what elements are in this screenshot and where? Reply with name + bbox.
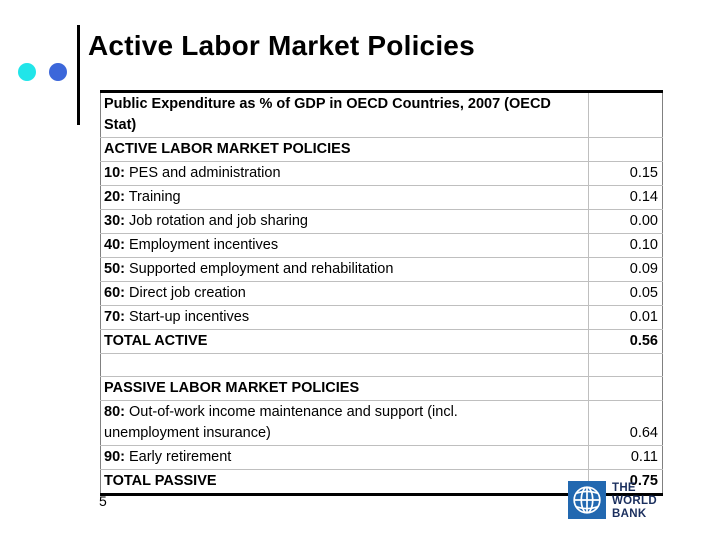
- row-value: 0.05: [588, 281, 663, 306]
- title-rule: [77, 25, 80, 125]
- row-value: 0.56: [588, 329, 663, 354]
- row-label-prefix: 40:: [104, 237, 125, 253]
- bullet-cyan-icon: [18, 63, 36, 81]
- row-value: 0.09: [588, 257, 663, 282]
- table-row: 60: Direct job creation 0.05: [100, 281, 663, 306]
- row-label: ACTIVE LABOR MARKET POLICIES: [100, 137, 589, 162]
- page-number: 5: [99, 493, 107, 509]
- bullet-blue-icon: [49, 63, 67, 81]
- table-row: 40: Employment incentives 0.10: [100, 233, 663, 258]
- row-label: TOTAL PASSIVE: [100, 469, 589, 495]
- table-row: 30: Job rotation and job sharing 0.00: [100, 209, 663, 234]
- row-value: 0.11: [588, 445, 663, 470]
- row-label-prefix: 20:: [104, 189, 125, 205]
- row-value: 0.15: [588, 161, 663, 186]
- row-value: [588, 376, 663, 401]
- row-label-prefix: 30:: [104, 213, 125, 229]
- table-row: TOTAL PASSIVE 0.75: [100, 469, 663, 495]
- row-label-prefix: 70:: [104, 309, 125, 325]
- row-label: PASSIVE LABOR MARKET POLICIES: [100, 376, 589, 401]
- table-row: TOTAL ACTIVE 0.56: [100, 329, 663, 354]
- page-title: Active Labor Market Policies: [88, 30, 475, 61]
- row-label: 30: Job rotation and job sharing: [100, 209, 589, 234]
- table-row: PASSIVE LABOR MARKET POLICIES: [100, 376, 663, 401]
- row-value: 0.00: [588, 209, 663, 234]
- globe-icon: [568, 481, 606, 519]
- table-row: 70: Start-up incentives 0.01: [100, 305, 663, 330]
- row-label: 70: Start-up incentives: [100, 305, 589, 330]
- row-label: TOTAL ACTIVE: [100, 329, 589, 354]
- table-row: 80: Out-of-work income maintenance and s…: [100, 400, 663, 446]
- row-label-prefix: 50:: [104, 261, 125, 277]
- logo-line-bank: BANK: [612, 508, 647, 520]
- row-value: [588, 137, 663, 162]
- row-label-prefix: 10:: [104, 165, 125, 181]
- world-bank-wordmark: THE WORLD BANK: [612, 482, 657, 521]
- row-label: 90: Early retirement: [100, 445, 589, 470]
- row-value: 0.14: [588, 185, 663, 210]
- world-bank-logo: THE WORLD BANK: [568, 481, 657, 521]
- logo-line-the: THE: [612, 482, 636, 494]
- row-value: 0.01: [588, 305, 663, 330]
- table-row: Public Expenditure as % of GDP in OECD C…: [100, 91, 663, 138]
- table-row: 90: Early retirement 0.11: [100, 445, 663, 470]
- row-label: 40: Employment incentives: [100, 233, 589, 258]
- table-row: 50: Supported employment and rehabilitat…: [100, 257, 663, 282]
- row-value: 0.10: [588, 233, 663, 258]
- row-value: [588, 353, 663, 377]
- row-label: Public Expenditure as % of GDP in OECD C…: [100, 91, 589, 138]
- row-label-prefix: 60:: [104, 285, 125, 301]
- expenditure-table: Public Expenditure as % of GDP in OECD C…: [100, 90, 663, 496]
- table-row: 10: PES and administration 0.15: [100, 161, 663, 186]
- table-row: 20: Training 0.14: [100, 185, 663, 210]
- row-label: 60: Direct job creation: [100, 281, 589, 306]
- row-label: 50: Supported employment and rehabilitat…: [100, 257, 589, 282]
- row-value: 0.64: [588, 400, 663, 446]
- logo-line-world: WORLD: [612, 495, 657, 507]
- table-row: ACTIVE LABOR MARKET POLICIES: [100, 137, 663, 162]
- row-value: [588, 91, 663, 138]
- row-label-prefix: 80:: [104, 404, 125, 420]
- table-row: [100, 353, 663, 377]
- row-label: [100, 353, 589, 377]
- row-label: 20: Training: [100, 185, 589, 210]
- row-label: 10: PES and administration: [100, 161, 589, 186]
- row-label: 80: Out-of-work income maintenance and s…: [100, 400, 589, 446]
- row-label-prefix: 90:: [104, 449, 125, 465]
- expenditure-table-body: Public Expenditure as % of GDP in OECD C…: [100, 91, 663, 495]
